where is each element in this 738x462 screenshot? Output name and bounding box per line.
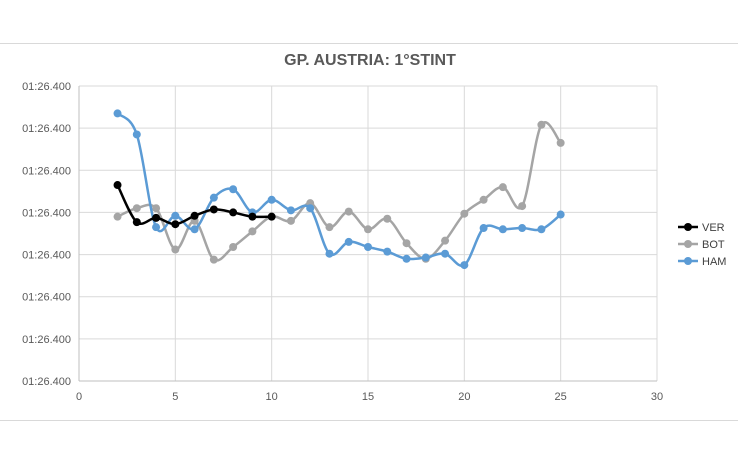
data-point-ham — [190, 225, 199, 234]
x-tick-label: 0 — [76, 391, 82, 403]
legend-item-ver: VER — [678, 222, 725, 234]
data-point-ham — [441, 249, 450, 258]
data-point-bot — [286, 216, 295, 225]
data-point-ver — [152, 213, 161, 222]
data-point-bot — [344, 207, 353, 216]
data-point-bot — [537, 120, 546, 129]
data-point-bot — [209, 255, 218, 264]
data-point-ham — [364, 242, 372, 251]
y-tick-label: 01:26.400 — [22, 250, 71, 262]
data-point-ham — [152, 223, 161, 232]
axes — [78, 86, 657, 382]
data-point-ham — [229, 185, 238, 194]
data-point-ham — [113, 109, 122, 118]
data-point-ham — [518, 224, 527, 233]
data-point-ham — [556, 210, 565, 219]
data-point-ham — [344, 237, 353, 246]
data-point-ham — [402, 254, 411, 263]
y-tick-label: 01:26.400 — [22, 81, 71, 93]
top-divider — [0, 43, 738, 44]
x-tick-label: 30 — [651, 391, 663, 403]
series-bot — [113, 120, 565, 264]
y-tick-label: 01:26.400 — [22, 165, 71, 177]
data-point-ver — [267, 212, 276, 221]
data-point-ham — [325, 249, 334, 258]
data-point-ham — [498, 225, 507, 234]
data-point-ham — [421, 253, 430, 262]
legend-label-ver: VER — [702, 222, 725, 234]
data-point-ver — [113, 181, 122, 190]
series-line-bot — [116, 121, 562, 262]
y-tick-label: 01:26.400 — [22, 376, 71, 388]
y-tick-label: 01:26.400 — [22, 123, 71, 135]
data-point-bot — [498, 183, 507, 192]
data-point-ham — [383, 247, 392, 256]
data-point-ham — [479, 224, 488, 233]
y-tick-label: 01:26.400 — [22, 292, 71, 304]
data-point-bot — [171, 245, 180, 254]
bottom-divider — [0, 420, 738, 421]
data-point-bot — [479, 195, 488, 204]
legend-marker-ham — [684, 257, 692, 265]
x-tick-label: 20 — [458, 391, 470, 403]
data-point-ham — [132, 130, 141, 139]
data-point-ver — [132, 218, 141, 227]
legend: VER BOT HAM — [678, 222, 726, 268]
legend-item-bot: BOT — [678, 239, 725, 251]
data-point-ham — [286, 206, 295, 215]
legend-label-ham: HAM — [702, 256, 726, 268]
plot-area — [113, 109, 565, 270]
tick-labels: 01:26.400 01:26.400 01:26.400 01:26.400 01:2… — [22, 81, 663, 403]
data-point-bot — [132, 204, 141, 213]
y-tick-label: 01:26.400 — [22, 334, 71, 346]
data-point-bot — [460, 209, 469, 218]
legend-marker-ver — [684, 223, 692, 231]
x-tick-label: 25 — [555, 391, 567, 403]
data-point-bot — [383, 214, 392, 223]
data-point-bot — [364, 225, 372, 234]
x-tick-label: 15 — [362, 391, 374, 403]
x-tick-label: 10 — [266, 391, 278, 403]
data-point-ham — [537, 225, 546, 234]
data-point-bot — [248, 227, 257, 236]
data-point-ver — [229, 208, 238, 217]
data-point-ham — [267, 195, 276, 204]
data-point-bot — [441, 236, 450, 245]
y-tick-label: 01:26.400 — [22, 207, 71, 219]
data-point-bot — [325, 223, 334, 232]
data-point-bot — [402, 239, 411, 248]
data-point-bot — [113, 212, 122, 221]
data-point-ver — [190, 211, 199, 220]
data-point-bot — [229, 242, 238, 251]
series-ver — [113, 181, 276, 229]
legend-item-ham: HAM — [678, 256, 726, 268]
data-point-ham — [306, 204, 315, 213]
series-ham — [113, 109, 565, 270]
data-point-ham — [460, 261, 469, 270]
data-point-bot — [518, 202, 527, 211]
legend-marker-bot — [684, 240, 692, 248]
data-point-ham — [209, 193, 218, 202]
chart-title: GP. AUSTRIA: 1°STINT — [284, 52, 456, 69]
data-point-ver — [209, 205, 218, 214]
data-point-ver — [171, 220, 180, 229]
data-point-bot — [152, 204, 161, 213]
data-point-ham — [171, 211, 180, 220]
legend-label-bot: BOT — [702, 239, 725, 251]
x-tick-label: 5 — [172, 391, 178, 403]
data-point-ver — [248, 212, 257, 221]
data-point-bot — [556, 138, 565, 147]
